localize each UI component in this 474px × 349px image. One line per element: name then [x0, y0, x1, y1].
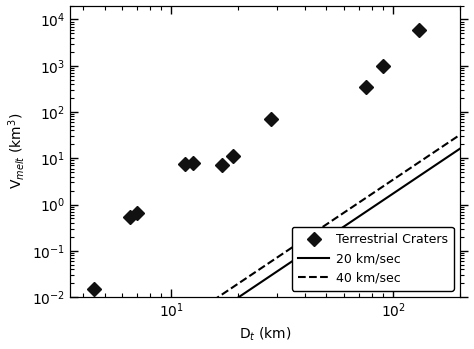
Line: 20 km/sec: 20 km/sec — [70, 149, 460, 349]
40 km/sec — [171, 325, 177, 329]
40 km/sec — [140, 346, 146, 349]
Terrestrial Craters — [134, 211, 140, 215]
20 km/sec — [424, 169, 429, 173]
Terrestrial Craters — [190, 161, 196, 165]
Terrestrial Craters — [268, 117, 273, 121]
20 km/sec — [171, 339, 177, 343]
Terrestrial Craters — [182, 162, 188, 166]
Line: Terrestrial Craters: Terrestrial Craters — [90, 25, 423, 294]
40 km/sec — [424, 155, 429, 159]
Terrestrial Craters — [416, 28, 421, 32]
Terrestrial Craters — [230, 154, 236, 158]
Terrestrial Craters — [363, 85, 368, 89]
X-axis label: D$_t$ (km): D$_t$ (km) — [239, 326, 292, 343]
Terrestrial Craters — [219, 163, 225, 168]
20 km/sec — [457, 147, 463, 151]
Y-axis label: V$_{melt}$ (km$^3$): V$_{melt}$ (km$^3$) — [6, 113, 27, 190]
20 km/sec — [438, 159, 443, 164]
40 km/sec — [438, 146, 443, 150]
Terrestrial Craters — [380, 64, 386, 68]
Line: 40 km/sec: 40 km/sec — [70, 135, 460, 349]
Terrestrial Craters — [91, 287, 97, 291]
Legend: Terrestrial Craters, 20 km/sec, 40 km/sec: Terrestrial Craters, 20 km/sec, 40 km/se… — [292, 227, 454, 291]
Terrestrial Craters — [127, 214, 133, 218]
40 km/sec — [457, 133, 463, 137]
